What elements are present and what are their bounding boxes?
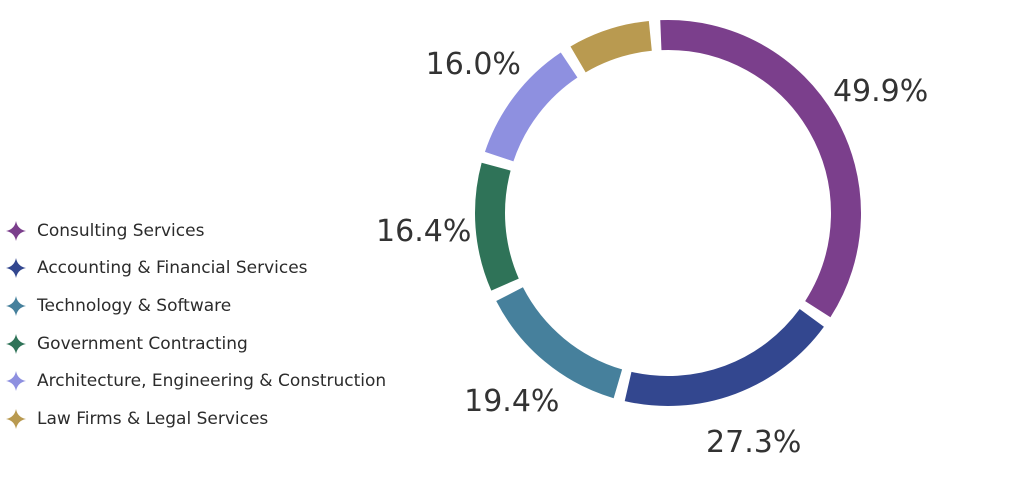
legend-label: Law Firms & Legal Services	[37, 408, 269, 429]
legend-item-architecture-engineering-and-construction: Architecture, Engineering & Construction	[6, 362, 386, 400]
star-marker-icon	[6, 371, 26, 392]
percent-label-consulting-services: 49.9%	[833, 74, 928, 109]
donut-segment-government-contracting	[475, 162, 519, 291]
percent-label-architecture-engineering-and-construction: 16.0%	[426, 47, 521, 82]
legend-item-accounting-and-financial-services: Accounting & Financial Services	[6, 250, 386, 288]
percent-label-accounting-and-financial-services: 27.3%	[706, 425, 801, 460]
star-marker-icon	[6, 333, 26, 354]
legend-label: Consulting Services	[37, 220, 205, 241]
legend-label: Technology & Software	[37, 295, 232, 316]
star-marker-icon	[6, 408, 26, 429]
donut-segment-accounting-and-financial-services	[624, 308, 824, 406]
chart-legend: Consulting Services Accounting & Financia…	[6, 212, 386, 438]
legend-item-consulting-services: Consulting Services	[6, 212, 386, 250]
star-marker-icon	[6, 295, 26, 316]
star-marker-icon	[6, 258, 26, 279]
legend-label: Accounting & Financial Services	[37, 258, 308, 279]
legend-item-technology-and-software: Technology & Software	[6, 287, 386, 325]
percent-label-government-contracting: 16.4%	[376, 214, 471, 249]
legend-label: Government Contracting	[37, 333, 248, 354]
percent-label-technology-and-software: 19.4%	[464, 384, 559, 419]
donut-segment-consulting-services	[660, 20, 861, 318]
percent-labels: 49.9%27.3%19.4%16.4%16.0%10.9%	[376, 47, 928, 460]
star-marker-icon	[6, 220, 26, 241]
donut-segment-law-firms-and-legal-services	[570, 20, 653, 73]
donut-segment-technology-and-software	[496, 287, 623, 399]
donut-segment-architecture-engineering-and-construction	[484, 52, 578, 162]
legend-label: Architecture, Engineering & Construction	[37, 371, 387, 392]
legend-item-law-firms-and-legal-services: Law Firms & Legal Services	[6, 400, 386, 438]
legend-item-government-contracting: Government Contracting	[6, 325, 386, 363]
donut-segments	[475, 20, 861, 406]
